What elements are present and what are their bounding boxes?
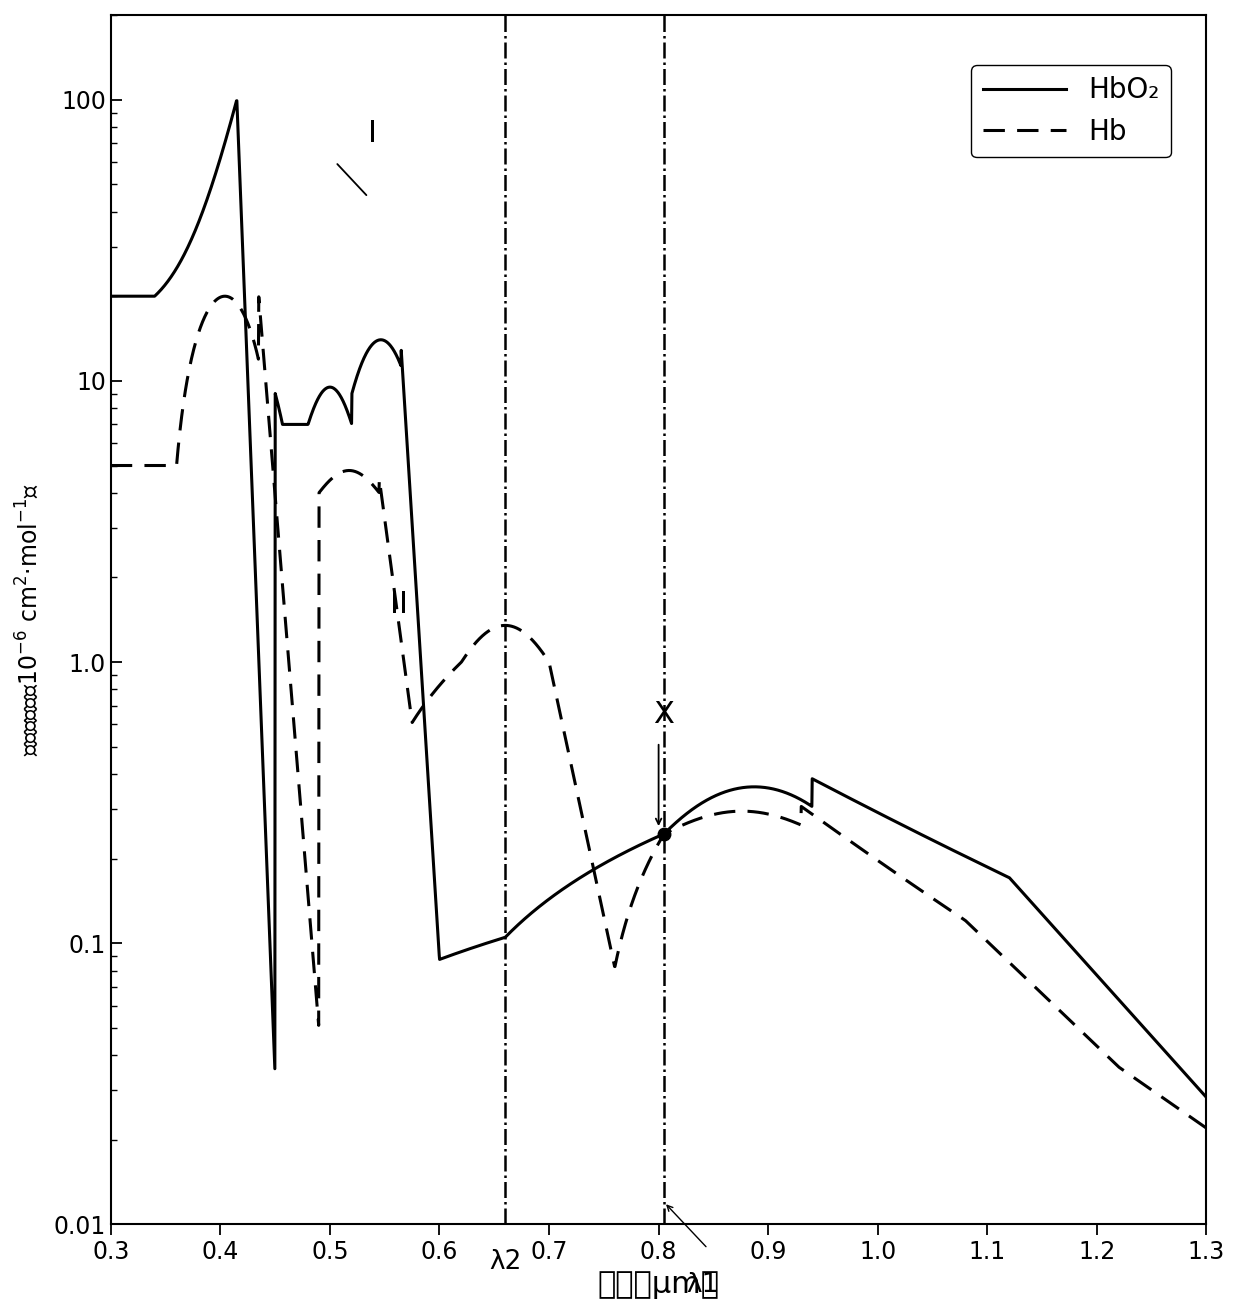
HbO₂ <box>294 417 309 432</box>
Hb <box>1060 1010 1075 1026</box>
Hb <box>228 294 243 310</box>
Text: II: II <box>391 590 408 619</box>
HbO₂ <box>103 288 118 304</box>
HbO₂ <box>228 96 243 112</box>
X-axis label: 波长［μm］: 波长［μm］ <box>598 1271 719 1300</box>
Text: λ1: λ1 <box>686 1272 718 1297</box>
HbO₂ <box>229 93 244 109</box>
HbO₂ <box>1178 1066 1193 1081</box>
Text: λ2: λ2 <box>489 1248 521 1275</box>
Hb <box>103 457 118 473</box>
Line: HbO₂: HbO₂ <box>110 101 1207 1097</box>
Y-axis label: 光吸収率（（$10^{-6}$ cm$^2$·mol$^{-1}$）: 光吸収率（（$10^{-6}$ cm$^2$·mol$^{-1}$） <box>15 484 42 756</box>
HbO₂ <box>1060 934 1075 950</box>
Hb <box>217 288 232 304</box>
Legend: HbO₂, Hb: HbO₂, Hb <box>971 66 1171 158</box>
Hb <box>1178 1105 1193 1121</box>
Hb <box>294 804 309 820</box>
HbO₂ <box>523 905 538 921</box>
Text: I: I <box>368 120 377 148</box>
HbO₂ <box>572 871 587 887</box>
HbO₂ <box>1199 1089 1214 1105</box>
Hb <box>572 792 587 808</box>
Hb <box>1199 1121 1214 1137</box>
Line: Hb: Hb <box>110 296 1207 1129</box>
Hb <box>523 631 538 646</box>
Text: X: X <box>653 699 675 728</box>
